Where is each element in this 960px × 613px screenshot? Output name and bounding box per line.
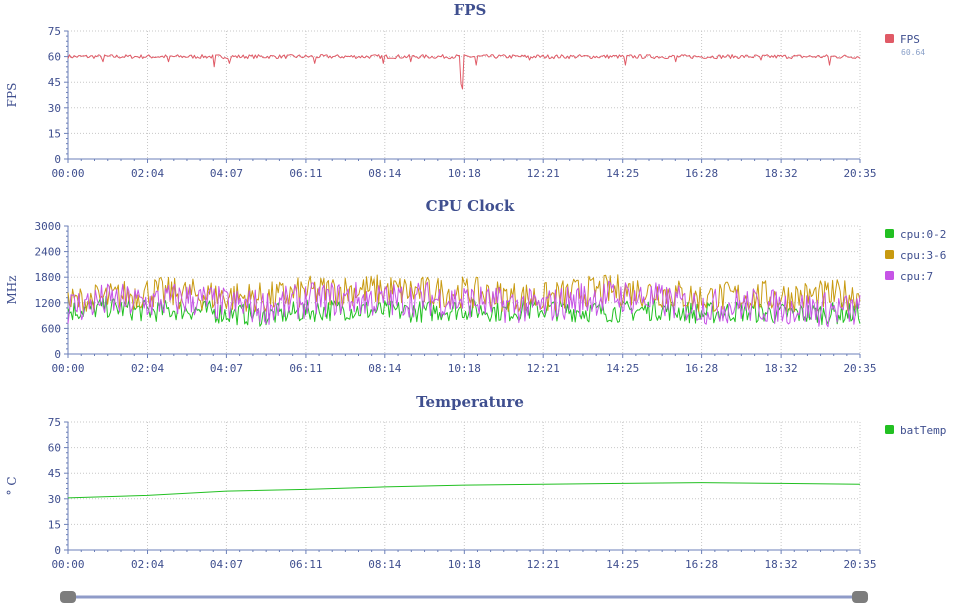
x-tick-label: 12:21 <box>527 362 560 375</box>
chart-title: CPU Clock <box>426 197 515 215</box>
chart-title: Temperature <box>416 393 524 411</box>
x-tick-label: 02:04 <box>131 167 164 180</box>
chart-panel-2: Temperature 0 15 30 45 60 75 00:00 02:04 04:07 06:… <box>5 393 946 571</box>
x-tick-label: 16:28 <box>685 558 718 571</box>
y-tick-label: 0 <box>54 544 61 557</box>
y-tick-label: 60 <box>48 51 61 64</box>
y-axis-label: MHz <box>5 275 19 304</box>
x-tick-label: 20:35 <box>843 558 876 571</box>
x-tick-label: 04:07 <box>210 558 243 571</box>
x-tick-label: 04:07 <box>210 362 243 375</box>
legend-swatch[interactable] <box>885 250 894 259</box>
y-tick-label: 45 <box>48 467 61 480</box>
x-tick-label: 18:32 <box>765 167 798 180</box>
y-tick-label: 1200 <box>35 297 62 310</box>
y-tick-label: 15 <box>48 127 61 140</box>
y-tick-label: 2400 <box>35 246 62 259</box>
x-tick-label: 06:11 <box>289 558 322 571</box>
legend-swatch[interactable] <box>885 271 894 280</box>
x-tick-label: 00:00 <box>51 362 84 375</box>
x-tick-label: 02:04 <box>131 558 164 571</box>
x-tick-label: 18:32 <box>765 558 798 571</box>
x-tick-label: 14:25 <box>606 167 639 180</box>
x-tick-label: 16:28 <box>685 167 718 180</box>
x-tick-label: 08:14 <box>368 558 401 571</box>
chart-panel-1: CPU Clock 0 600 1200 1800 2400 3000 00:00 02:04 0… <box>5 197 946 375</box>
x-tick-label: 10:18 <box>448 558 481 571</box>
x-tick-label: 00:00 <box>51 167 84 180</box>
legend-label[interactable]: cpu:3-6 <box>900 249 946 262</box>
x-tick-label: 08:14 <box>368 167 401 180</box>
series-line-fps <box>67 54 861 90</box>
x-tick-label: 06:11 <box>289 362 322 375</box>
x-tick-label: 12:21 <box>527 167 560 180</box>
y-tick-label: 600 <box>41 322 61 335</box>
y-tick-label: 1800 <box>35 271 62 284</box>
legend-label[interactable]: cpu:0-2 <box>900 228 946 241</box>
y-tick-label: 15 <box>48 518 61 531</box>
x-tick-label: 10:18 <box>448 362 481 375</box>
legend-swatch[interactable] <box>885 425 894 434</box>
series-line-cpu-3-6 <box>67 274 861 312</box>
x-tick-label: 14:25 <box>606 558 639 571</box>
zoom-slider[interactable] <box>60 591 868 603</box>
zoom-slider-end-handle[interactable] <box>852 591 868 603</box>
x-tick-label: 16:28 <box>685 362 718 375</box>
y-tick-label: 60 <box>48 442 61 455</box>
legend-label[interactable]: batTemp <box>900 424 946 437</box>
legend-swatch[interactable] <box>885 229 894 238</box>
x-tick-label: 04:07 <box>210 167 243 180</box>
x-tick-label: 08:14 <box>368 362 401 375</box>
x-tick-label: 18:32 <box>765 362 798 375</box>
series-line-cpu-0-2 <box>67 295 861 327</box>
legend-label[interactable]: cpu:7 <box>900 270 933 283</box>
x-tick-label: 10:18 <box>448 167 481 180</box>
legend-value: 60.64 <box>901 48 925 57</box>
x-tick-label: 14:25 <box>606 362 639 375</box>
legend-label[interactable]: FPS <box>900 33 920 46</box>
zoom-slider-start-handle[interactable] <box>60 591 76 603</box>
series-line-battemp <box>67 482 861 499</box>
x-tick-label: 06:11 <box>289 167 322 180</box>
legend-swatch[interactable] <box>885 34 894 43</box>
x-tick-label: 20:35 <box>843 362 876 375</box>
y-tick-label: 30 <box>48 493 61 506</box>
y-axis-label: FPS <box>5 83 19 108</box>
y-tick-label: 45 <box>48 76 61 89</box>
chart-panel-0: FPS 0 15 30 45 60 75 00:00 02:04 04:07 06:11 08:14 1… <box>5 1 925 180</box>
x-tick-label: 12:21 <box>527 558 560 571</box>
y-tick-label: 75 <box>48 416 61 429</box>
x-tick-label: 02:04 <box>131 362 164 375</box>
series-line-cpu-7 <box>67 280 861 328</box>
y-tick-label: 0 <box>54 153 61 166</box>
x-tick-label: 00:00 <box>51 558 84 571</box>
y-axis-label: ° C <box>5 477 19 496</box>
chart-title: FPS <box>454 1 487 19</box>
y-tick-label: 3000 <box>35 220 62 233</box>
y-tick-label: 0 <box>54 348 61 361</box>
y-tick-label: 30 <box>48 102 61 115</box>
y-tick-label: 75 <box>48 25 61 38</box>
x-tick-label: 20:35 <box>843 167 876 180</box>
